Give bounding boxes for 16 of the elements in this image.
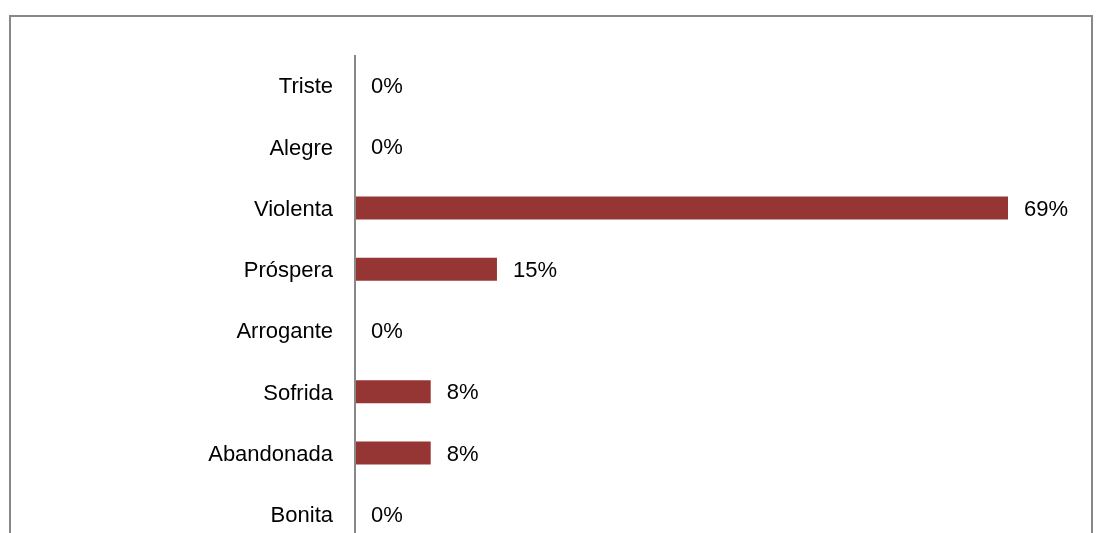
y-tick-label: Sofrida <box>263 379 334 405</box>
data-label: 8% <box>446 440 479 466</box>
y-tick-label: Alegre <box>269 134 333 160</box>
y-tick-label: Arrogante <box>236 318 333 344</box>
y-tick-label: Violenta <box>253 195 334 221</box>
y-tick-label: Bonita <box>270 502 334 528</box>
data-label: 0% <box>371 73 403 98</box>
data-label: 8% <box>446 379 479 405</box>
y-tick-label: Abandonada <box>208 440 334 466</box>
data-label: 0% <box>371 501 403 527</box>
data-label: 15% <box>512 256 557 282</box>
y-tick-label: Próspera <box>243 257 334 283</box>
data-label: 69% <box>1024 195 1069 221</box>
data-label: 0% <box>371 134 403 160</box>
y-tick-label: Triste <box>278 73 333 99</box>
data-label: 0% <box>371 318 403 343</box>
